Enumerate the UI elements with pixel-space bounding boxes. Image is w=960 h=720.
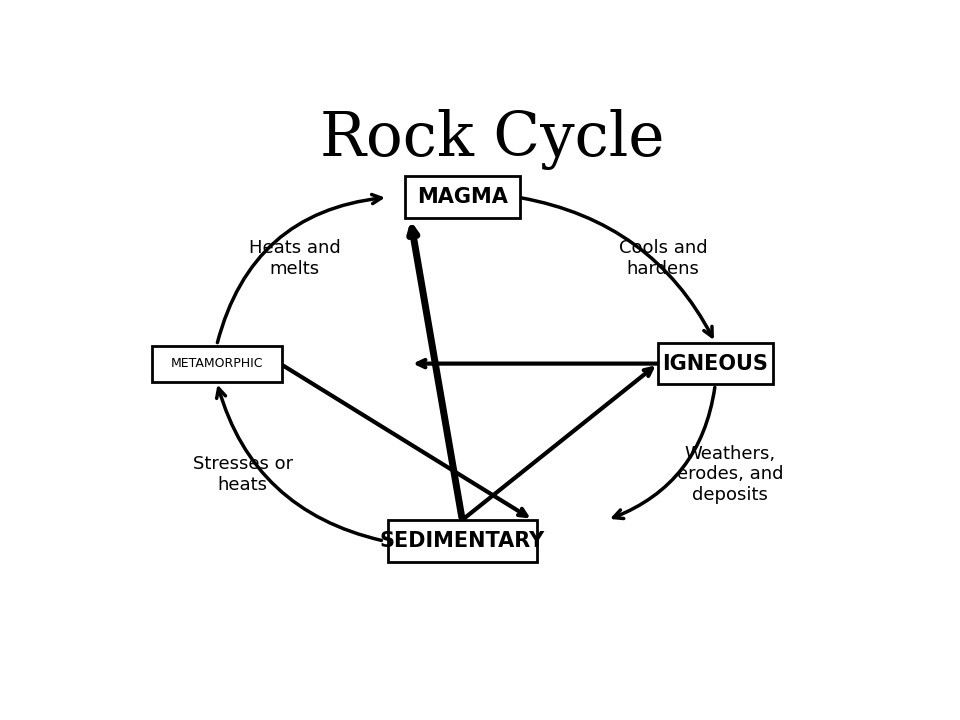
FancyArrowPatch shape [465,369,652,518]
Text: SEDIMENTARY: SEDIMENTARY [379,531,545,551]
FancyArrowPatch shape [410,228,462,517]
Bar [152,346,282,382]
FancyArrowPatch shape [217,194,381,343]
FancyArrowPatch shape [418,360,657,367]
Text: Cools and
hardens: Cools and hardens [619,239,708,278]
Text: Stresses or
heats: Stresses or heats [193,455,293,494]
FancyArrowPatch shape [217,388,381,541]
Bar [658,343,773,384]
Text: Heats and
melts: Heats and melts [249,239,341,278]
Text: Rock Cycle: Rock Cycle [320,109,664,170]
Text: IGNEOUS: IGNEOUS [662,354,768,374]
Text: METAMORPHIC: METAMORPHIC [171,357,263,370]
Text: Weathers,
erodes, and
deposits: Weathers, erodes, and deposits [677,445,783,504]
FancyArrowPatch shape [613,387,715,518]
Text: MAGMA: MAGMA [417,187,508,207]
Bar [388,521,537,562]
FancyArrowPatch shape [520,198,712,337]
Bar [404,176,520,218]
FancyArrowPatch shape [282,365,526,516]
